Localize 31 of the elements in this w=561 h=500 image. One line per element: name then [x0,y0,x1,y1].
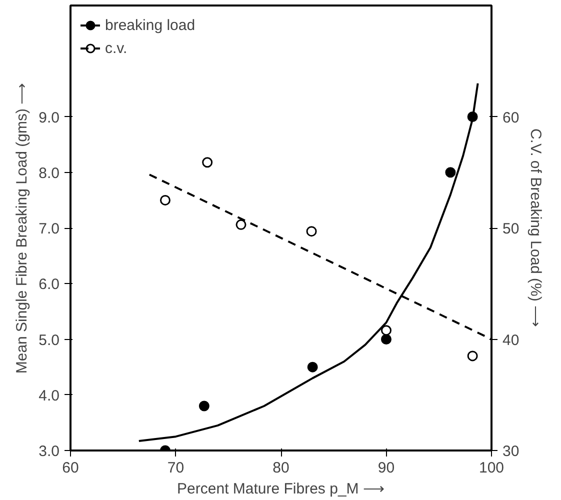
point [445,167,456,178]
legend-label: breaking load [105,16,196,34]
x-tick-label: 90 [378,460,395,476]
point [198,400,210,412]
y2-tick-label: 30 [502,443,520,460]
y-tick-label: 6.0 [38,276,60,294]
point [381,334,392,344]
point [236,219,246,230]
legend-label: c.v. [105,40,128,56]
y2-axis-title: C.V. of Breaking Load (%) ⟶ [527,128,544,328]
x-tick-label: 60 [62,460,79,476]
point [381,325,392,336]
y-tick-label: 9.0 [38,109,60,126]
point [307,362,318,372]
y2-tick-label: 50 [502,220,520,238]
y-tick-label: 3.0 [38,443,60,460]
point [467,350,478,362]
y-tick-label: 8.0 [38,164,60,182]
point [202,157,213,168]
point [160,194,170,206]
y-tick-label: 7.0 [38,220,60,238]
y-axis-title: Mean Single Fibre Breaking Load (gms) ⟶ [14,82,31,374]
x-tick-label: 80 [272,460,290,476]
y-tick-label: 5.0 [38,332,60,349]
x-tick-label: 70 [167,460,184,476]
x-axis-title: Percent Mature Fibres p_M ⟶ [177,480,385,498]
y-tick-label: 4.0 [38,387,60,404]
y2-tick-label: 60 [502,109,520,126]
x-tick-label: 100 [478,460,504,476]
point [306,226,317,237]
y2-tick-label: 40 [502,332,520,349]
